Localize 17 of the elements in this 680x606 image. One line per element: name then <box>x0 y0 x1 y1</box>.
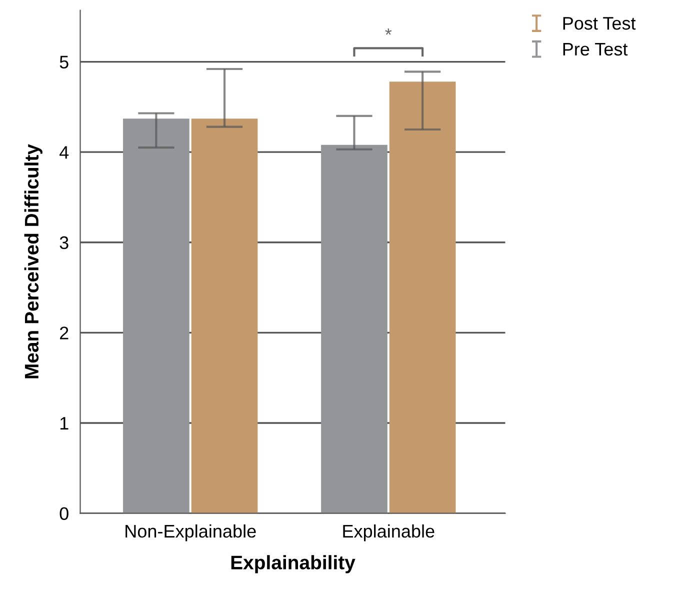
legend-label: Pre Test <box>563 43 628 56</box>
y-tick-label: 2 <box>60 326 68 340</box>
x-tick-label: Non-Explainable <box>126 524 256 542</box>
y-tick-label: 0 <box>60 507 68 520</box>
x-tick-label: Explainable <box>343 524 434 542</box>
bar <box>389 82 456 514</box>
annotation: * <box>385 28 392 35</box>
bar <box>191 118 258 514</box>
y-tick-label: 1 <box>60 417 68 430</box>
y-tick-label: 4 <box>60 146 69 159</box>
y-tick-label: 3 <box>60 236 68 250</box>
bar <box>321 144 388 514</box>
y-tick-label: 5 <box>60 56 68 68</box>
bar <box>123 118 190 514</box>
y-axis-title: Mean Perceived Difficulty <box>24 144 42 378</box>
legend-label: Post Test <box>563 17 636 30</box>
x-axis-title: Explainability <box>231 555 356 574</box>
